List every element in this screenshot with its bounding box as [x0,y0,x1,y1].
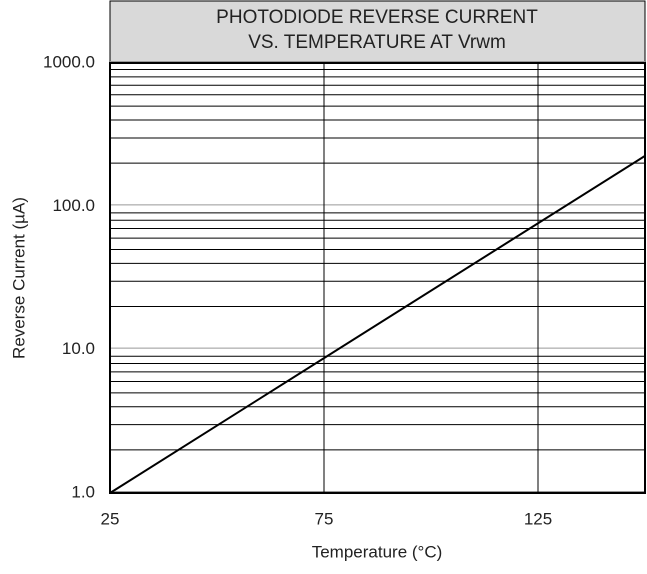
y-tick-label: 10.0 [62,339,95,358]
y-tick-label: 1000.0 [43,52,95,71]
chart-title: PHOTODIODE REVERSE CURRENT [216,7,538,28]
title-box [109,0,646,63]
chart-title: VS. TEMPERATURE AT Vrwm [248,32,506,53]
x-tick-label: 125 [524,509,552,528]
data-line [109,155,646,494]
y-tick-label: 1.0 [71,482,95,501]
y-tick-label: 100.0 [52,196,95,215]
y-axis-label: Reverse Current (µA) [9,197,28,359]
plot-border [109,62,646,494]
x-axis-label: Temperature (°C) [312,542,443,561]
x-tick-label: 25 [101,509,120,528]
x-tick-label: 75 [315,509,334,528]
